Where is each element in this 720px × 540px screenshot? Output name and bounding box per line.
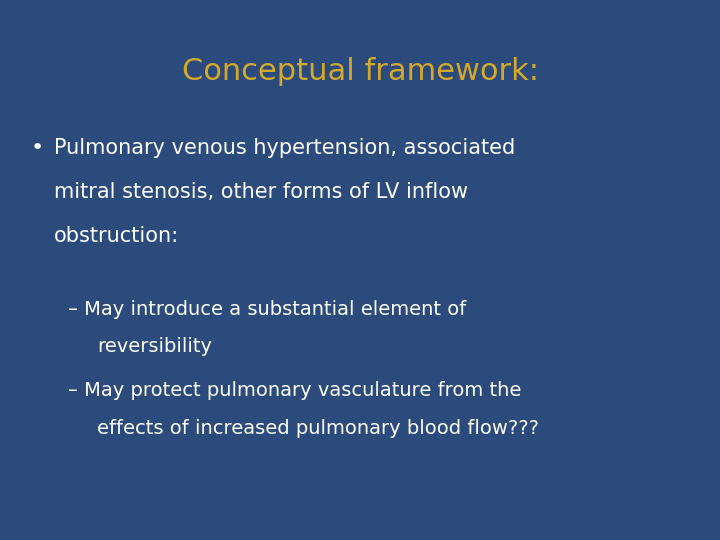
- Text: Conceptual framework:: Conceptual framework:: [181, 57, 539, 86]
- Text: effects of increased pulmonary blood flow???: effects of increased pulmonary blood flo…: [97, 418, 539, 437]
- Text: – May introduce a substantial element of: – May introduce a substantial element of: [68, 300, 467, 319]
- Text: •: •: [30, 138, 43, 158]
- Text: mitral stenosis, other forms of LV inflow: mitral stenosis, other forms of LV inflo…: [54, 182, 468, 202]
- Text: obstruction:: obstruction:: [54, 226, 179, 246]
- Text: Pulmonary venous hypertension, associated: Pulmonary venous hypertension, associate…: [54, 138, 516, 158]
- Text: – May protect pulmonary vasculature from the: – May protect pulmonary vasculature from…: [68, 381, 522, 400]
- Text: reversibility: reversibility: [97, 338, 212, 356]
